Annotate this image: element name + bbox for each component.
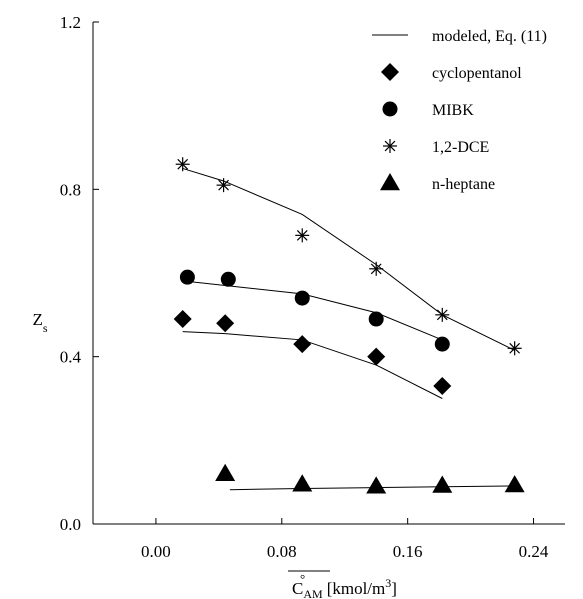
point-1-2-dce-stroke (177, 158, 189, 170)
point-1-2-dce (216, 178, 231, 193)
x-axis-title-subscript: AM (303, 587, 323, 599)
y-tick-label: 0.4 (60, 348, 82, 367)
point-cyclopentanol (216, 314, 235, 333)
point-1-2-dce-stroke (218, 179, 229, 191)
x-axis-title-superscript: ° (300, 571, 305, 586)
legend-marker-diamond (381, 63, 399, 81)
model-line-mibk (187, 280, 443, 341)
y-tick-label: 0.0 (60, 515, 81, 534)
point-1-2-dce-stroke (436, 309, 448, 321)
point-n-heptane (292, 474, 313, 492)
point-cyclopentanol (367, 347, 386, 366)
x-tick-label: 0.08 (267, 542, 297, 561)
y-tick-label: 1.2 (60, 13, 81, 32)
legend-label: modeled, Eq. (11) (432, 28, 547, 45)
legend-marker-asterisk-stroke (384, 140, 396, 152)
x-axis-title: CAM [kmol/m3] ° (288, 570, 397, 599)
point-n-heptane (215, 463, 236, 481)
point-cyclopentanol (293, 335, 312, 354)
axes: 0.0 0.4 0.8 1.2 0.00 0.08 0.16 0.24 (60, 13, 565, 561)
x-axis-title-units: [kmol/m (327, 579, 386, 598)
x-axis-title-text: CAM [kmol/m3] (292, 576, 397, 599)
markers (173, 157, 525, 494)
legend-marker-triangle (380, 173, 400, 191)
point-1-2-dce (295, 228, 310, 243)
point-1-2-dce-stroke (370, 263, 382, 275)
x-tick-label: 0.00 (141, 542, 171, 561)
x-tick-label: 0.24 (519, 542, 549, 561)
point-n-heptane (366, 476, 387, 494)
point-mibk (220, 271, 236, 287)
point-n-heptane (504, 475, 525, 493)
legend-label: 1,2-DCE (432, 139, 489, 156)
x-axis-title-units-close: ] (391, 579, 397, 598)
y-tick-label: 0.8 (60, 180, 81, 199)
point-mibk (434, 336, 450, 352)
model-line-1-2-dce (182, 167, 515, 351)
x-tick-label: 0.16 (393, 542, 423, 561)
point-cyclopentanol (433, 376, 452, 395)
model-line-cyclopentanol (182, 331, 443, 399)
legend: modeled, Eq. (11) cyclopentanol MIBK 1,2-DC… (372, 28, 547, 193)
point-1-2-dce (369, 261, 384, 276)
point-1-2-dce (507, 341, 522, 356)
point-1-2-dce-stroke (296, 229, 308, 241)
legend-marker-asterisk (383, 139, 397, 153)
point-n-heptane (432, 475, 453, 493)
y-axis-title: Zs (32, 310, 47, 335)
point-cyclopentanol (173, 310, 192, 329)
legend-label: MIBK (432, 102, 474, 119)
point-mibk (294, 290, 310, 306)
x-axis-title-main: C (292, 579, 303, 598)
legend-label: n-heptane (432, 176, 495, 193)
y-axis-title-main: Z (32, 310, 42, 329)
point-mibk (179, 269, 195, 285)
model-lines (182, 167, 515, 491)
point-mibk (368, 311, 384, 327)
point-1-2-dce (435, 307, 450, 322)
y-axis-title-subscript: s (43, 321, 48, 335)
legend-label: cyclopentanol (432, 65, 522, 82)
point-1-2-dce (175, 157, 190, 172)
x-axis-title-units-sup: 3 (385, 576, 391, 590)
point-1-2-dce-stroke (509, 342, 521, 354)
legend-marker-circle (382, 101, 398, 117)
